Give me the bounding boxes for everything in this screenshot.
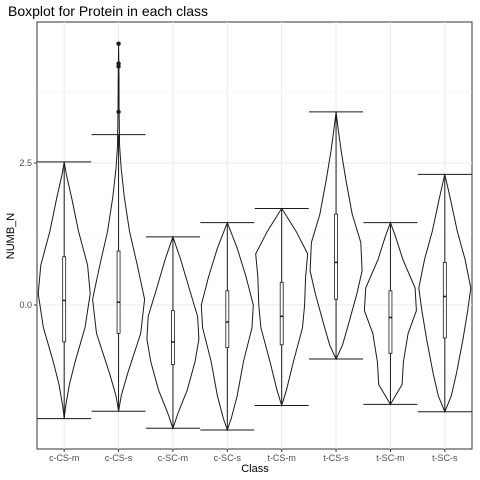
violins: [37, 41, 472, 432]
y-axis-title: NUMB_N: [5, 213, 17, 260]
x-tick-label: c-SC-m: [158, 453, 189, 463]
x-tick-label: c-SC-s: [214, 453, 242, 463]
violin-group: [254, 207, 309, 408]
iqr-box: [388, 290, 393, 354]
violin-group: [200, 221, 255, 432]
y-tick-label: 2.5: [19, 158, 32, 168]
violin-group: [37, 161, 92, 420]
chart-title: Boxplot for Protein in each class: [8, 3, 208, 19]
outlier-point: [116, 41, 121, 46]
x-tick-label: t-SC-m: [376, 453, 405, 463]
violin-group: [417, 173, 472, 414]
x-axis-title: Class: [241, 463, 269, 475]
iqr-box: [442, 261, 447, 339]
plot-panel: [36, 21, 473, 450]
iqr-box: [225, 290, 230, 348]
iqr-box: [116, 250, 121, 334]
outlier-point: [116, 109, 121, 115]
x-tick-label: c-CS-m: [49, 453, 80, 463]
x-axis: c-CS-m c-CS-s c-SC-m c-SC-s t-CS-m t-CS-s t-SC…: [49, 449, 458, 463]
y-tick-label: 0.0: [19, 300, 32, 310]
x-tick-label: c-CS-s: [105, 453, 133, 463]
x-tick-label: t-CS-s: [323, 453, 349, 463]
violin-group: [309, 111, 364, 361]
outlier-point: [116, 61, 121, 66]
x-tick-label: t-CS-m: [267, 453, 296, 463]
iqr-box: [62, 256, 67, 343]
iqr-box: [171, 310, 175, 366]
iqr-box: [279, 281, 284, 346]
y-axis: 0.0 2.5: [19, 158, 37, 310]
violin-group: [145, 235, 200, 430]
iqr-box: [334, 213, 338, 300]
violin-group: [91, 41, 146, 412]
violin-group: [363, 221, 418, 406]
x-tick-label: t-SC-s: [432, 453, 458, 463]
